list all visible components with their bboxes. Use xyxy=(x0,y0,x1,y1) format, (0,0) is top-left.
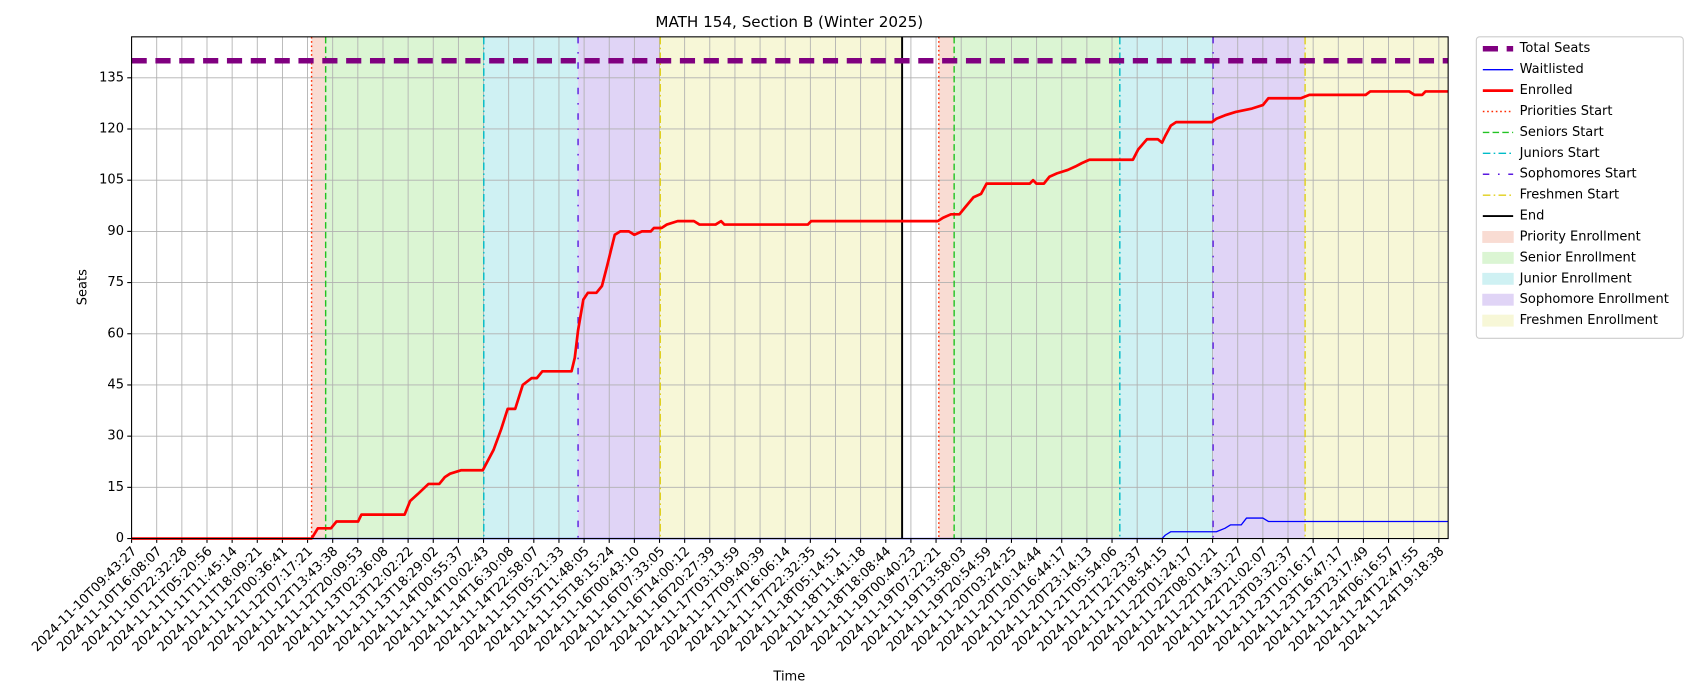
legend-label: Junior Enrollment xyxy=(1519,271,1632,286)
region xyxy=(1119,36,1214,539)
region xyxy=(325,36,484,539)
region xyxy=(311,36,326,539)
y-axis-label: Seats xyxy=(75,269,90,305)
region xyxy=(660,36,903,539)
y-tick-label: 120 xyxy=(99,121,124,136)
series-line xyxy=(131,517,1449,540)
legend-label: Sophomore Enrollment xyxy=(1520,292,1669,307)
legend-label: Seniors Start xyxy=(1520,125,1604,140)
legend-swatch xyxy=(1482,314,1514,327)
y-tick-label: 105 xyxy=(99,173,124,188)
legend-swatch xyxy=(1482,251,1514,264)
region xyxy=(1213,36,1306,539)
y-tick-label: 0 xyxy=(116,531,124,546)
legend-label: Sophomores Start xyxy=(1520,167,1637,182)
y-tick-label: 45 xyxy=(107,377,124,392)
plot-frame xyxy=(131,36,1449,540)
region xyxy=(938,36,955,539)
region xyxy=(578,36,661,539)
legend-swatch xyxy=(1482,231,1514,243)
legend-label: Priority Enrollment xyxy=(1520,229,1641,244)
x-axis-label: Time xyxy=(772,670,805,685)
legend-label: Priorities Start xyxy=(1520,104,1613,119)
legend-label: Juniors Start xyxy=(1519,146,1600,161)
legend-swatch xyxy=(1482,272,1514,285)
legend-label: Waitlisted xyxy=(1520,62,1584,77)
y-tick-label: 75 xyxy=(107,275,124,290)
legend-label: Senior Enrollment xyxy=(1520,250,1636,265)
legend-label: End xyxy=(1520,209,1545,224)
region xyxy=(1305,36,1449,539)
y-tick-label: 135 xyxy=(99,70,124,85)
legend-label: Freshmen Start xyxy=(1520,188,1619,203)
legend-box xyxy=(1475,36,1684,339)
chart-title: MATH 154, Section B (Winter 2025) xyxy=(655,13,923,31)
y-tick-label: 30 xyxy=(107,429,124,444)
legend-swatch xyxy=(1482,293,1514,306)
legend-label: Freshmen Enrollment xyxy=(1520,313,1658,328)
legend-label: Enrolled xyxy=(1520,83,1573,98)
legend-label: Total Seats xyxy=(1519,41,1591,56)
y-tick-label: 15 xyxy=(107,480,124,495)
y-tick-label: 60 xyxy=(107,326,124,341)
region xyxy=(483,36,579,539)
y-tick-label: 90 xyxy=(107,224,124,239)
series-line xyxy=(131,90,1449,540)
